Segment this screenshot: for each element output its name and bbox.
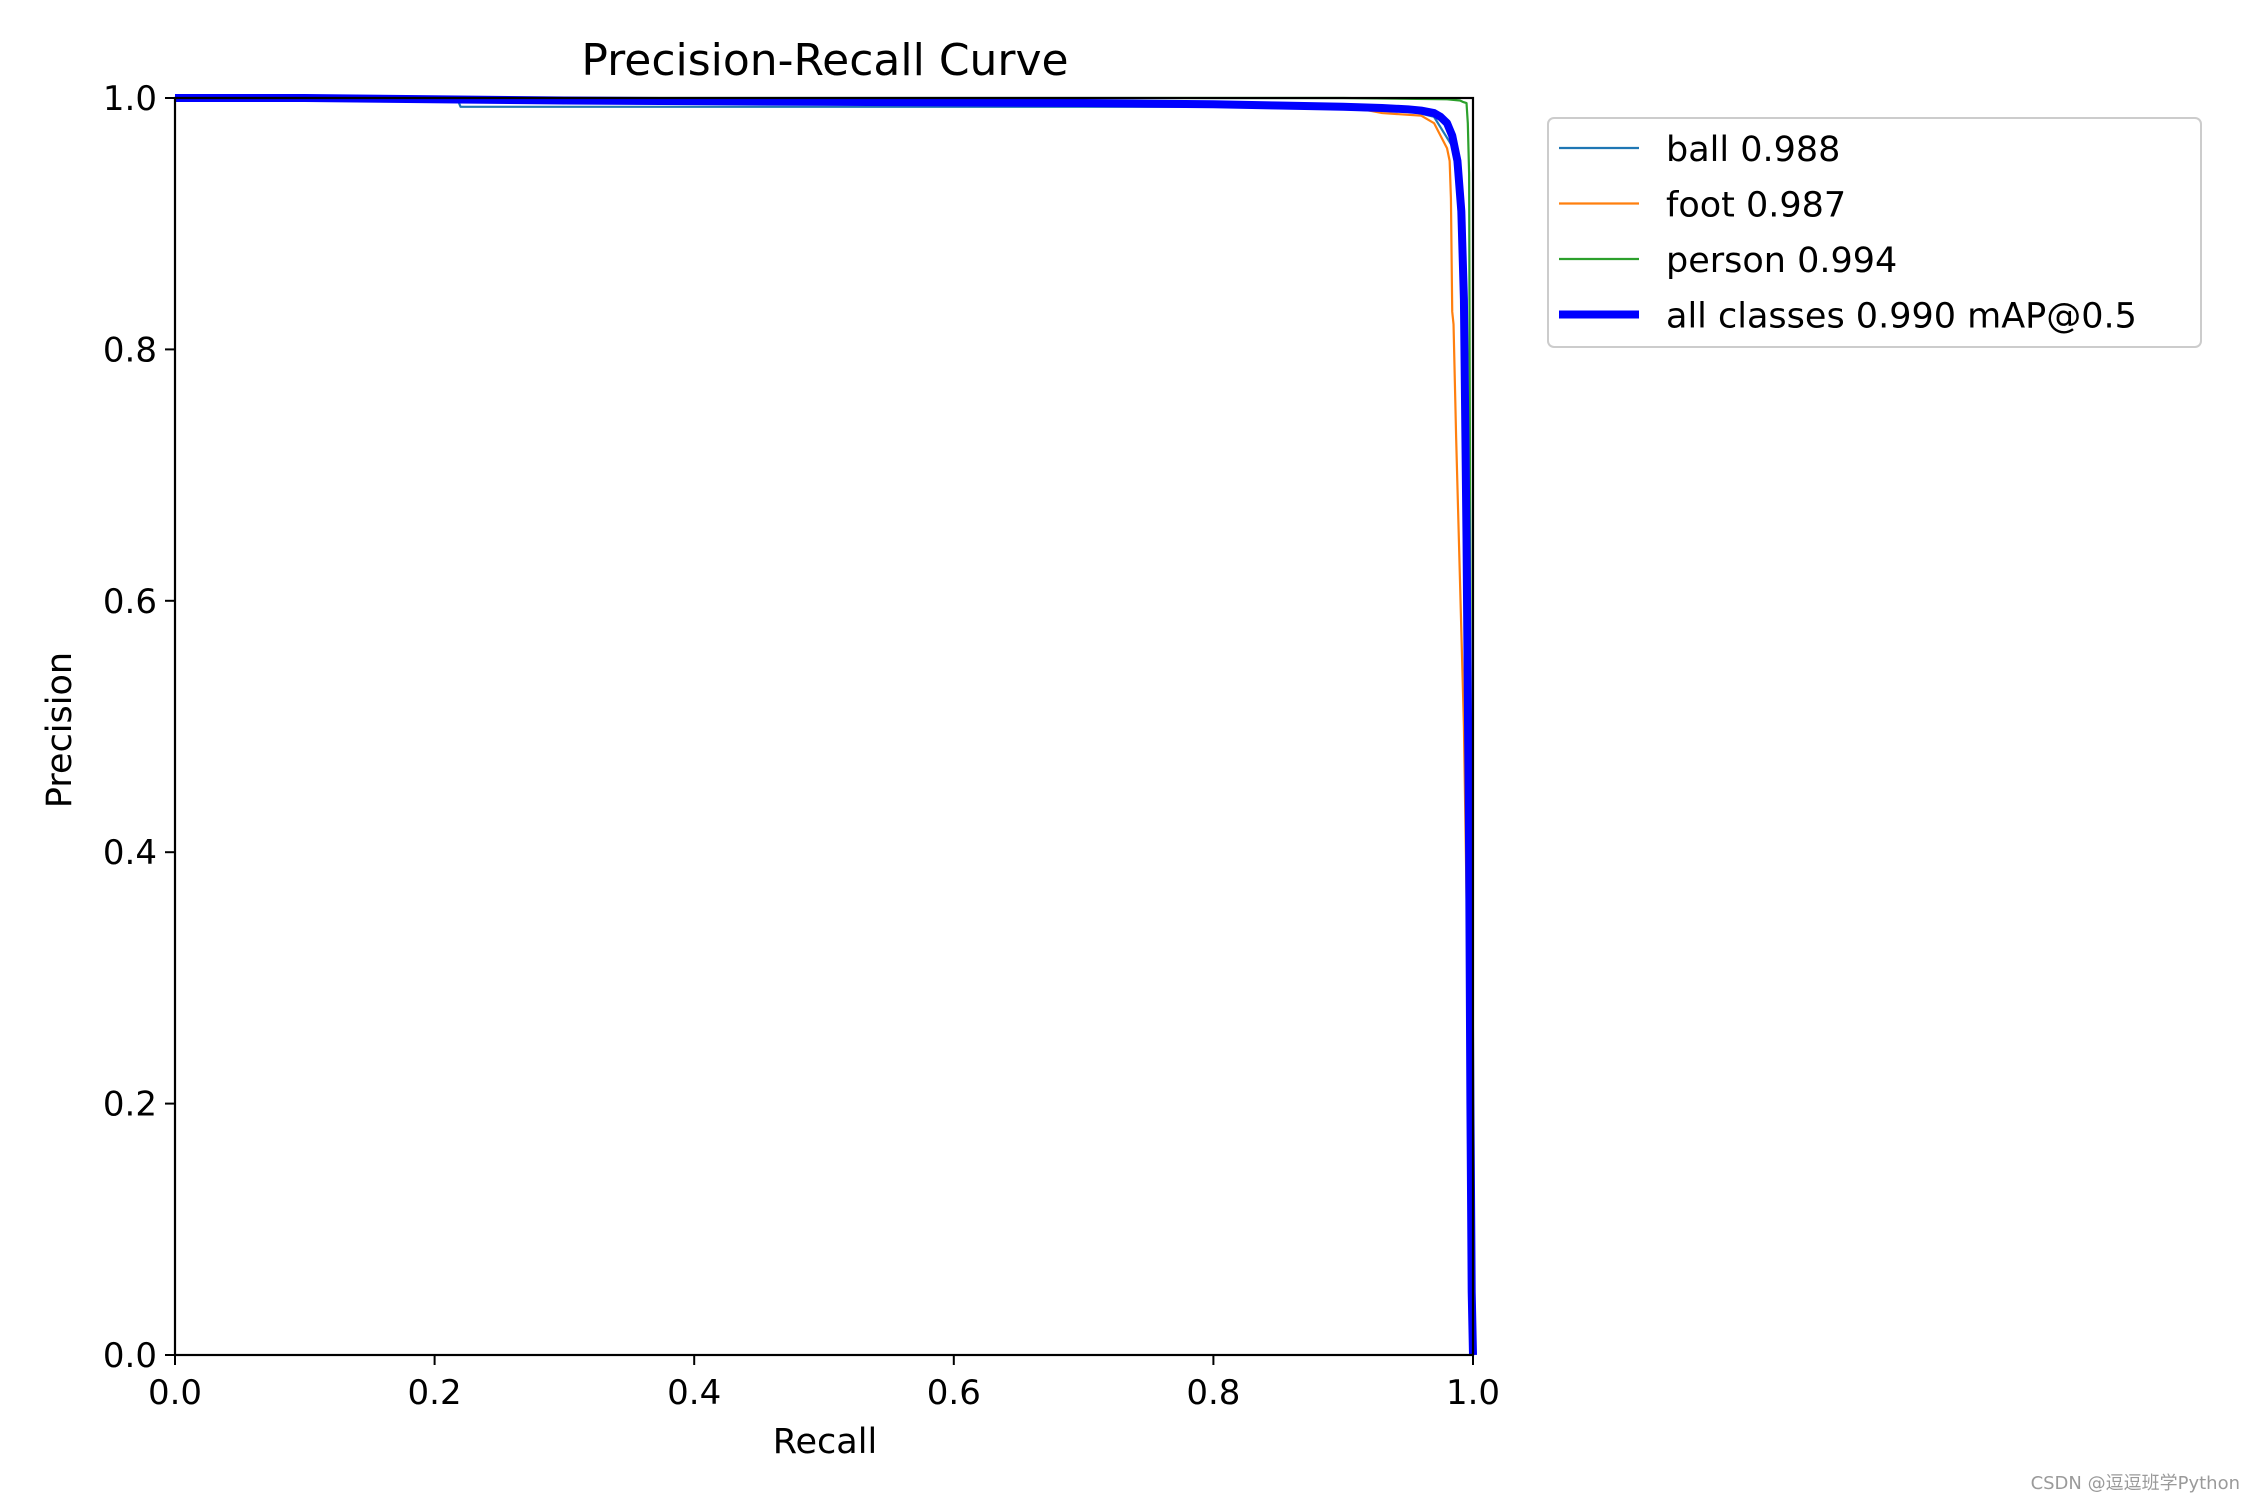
x-tick-label: 0.0	[148, 1373, 202, 1413]
y-tick-label: 1.0	[103, 79, 157, 119]
watermark: CSDN @逗逗班学Python	[2031, 1473, 2240, 1494]
y-tick-label: 0.4	[103, 833, 157, 873]
x-axis-title: Recall	[773, 1422, 877, 1462]
x-tick-label: 0.6	[927, 1373, 981, 1413]
y-axis: 0.0 0.2 0.4 0.6 0.8 1.0	[103, 79, 175, 1376]
legend-label-3: all classes 0.990 mAP@0.5	[1666, 297, 2137, 337]
y-tick-label: 0.6	[103, 582, 157, 622]
x-tick-label: 0.4	[667, 1373, 721, 1413]
plot-frame	[173, 96, 1475, 1357]
y-tick-label: 0.0	[103, 1336, 157, 1376]
chart-title: Precision-Recall Curve	[581, 35, 1068, 86]
legend-box	[1547, 117, 2202, 348]
y-axis-title: Precision	[40, 652, 80, 808]
x-tick-label: 0.2	[408, 1373, 462, 1413]
x-tick-label: 0.8	[1186, 1373, 1240, 1413]
legend: ball 0.988 foot 0.987 person 0.994 all clas…	[1547, 117, 2202, 348]
series-line-2	[175, 96, 1475, 1356]
plot-area	[173, 94, 1477, 1357]
legend-label-1: foot 0.987	[1666, 186, 1846, 226]
x-axis: 0.0 0.2 0.4 0.6 0.8 1.0	[148, 1355, 1500, 1413]
x-tick-label: 1.0	[1446, 1373, 1500, 1413]
legend-label-2: person 0.994	[1666, 241, 1897, 281]
series-line-3	[175, 94, 1477, 1356]
y-tick-label: 0.8	[103, 330, 157, 370]
legend-label-0: ball 0.988	[1666, 130, 1840, 170]
y-tick-label: 0.2	[103, 1085, 157, 1125]
series-line-0	[175, 96, 1475, 1356]
series-line-1	[175, 96, 1475, 1356]
